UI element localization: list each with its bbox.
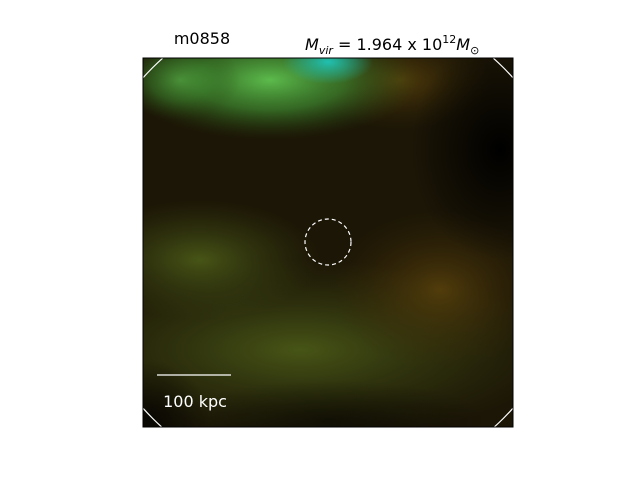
halo-name: m0858 (174, 29, 230, 48)
mass-subscript: vir (319, 44, 335, 57)
mass-value: = 1.964 x 10 (333, 35, 442, 54)
halo-mass: Mvir = 1.964 x 1012M⊙ (305, 33, 479, 57)
mass-exponent: 12 (442, 33, 456, 46)
render-image (143, 58, 513, 427)
mass-unit-subscript: ⊙ (470, 44, 479, 57)
mass-unit: M (456, 35, 470, 54)
scale-bar-label: 100 kpc (163, 392, 227, 411)
inner-radius (304, 218, 352, 266)
mass-symbol: M (305, 35, 319, 54)
image-frame (142, 57, 514, 428)
